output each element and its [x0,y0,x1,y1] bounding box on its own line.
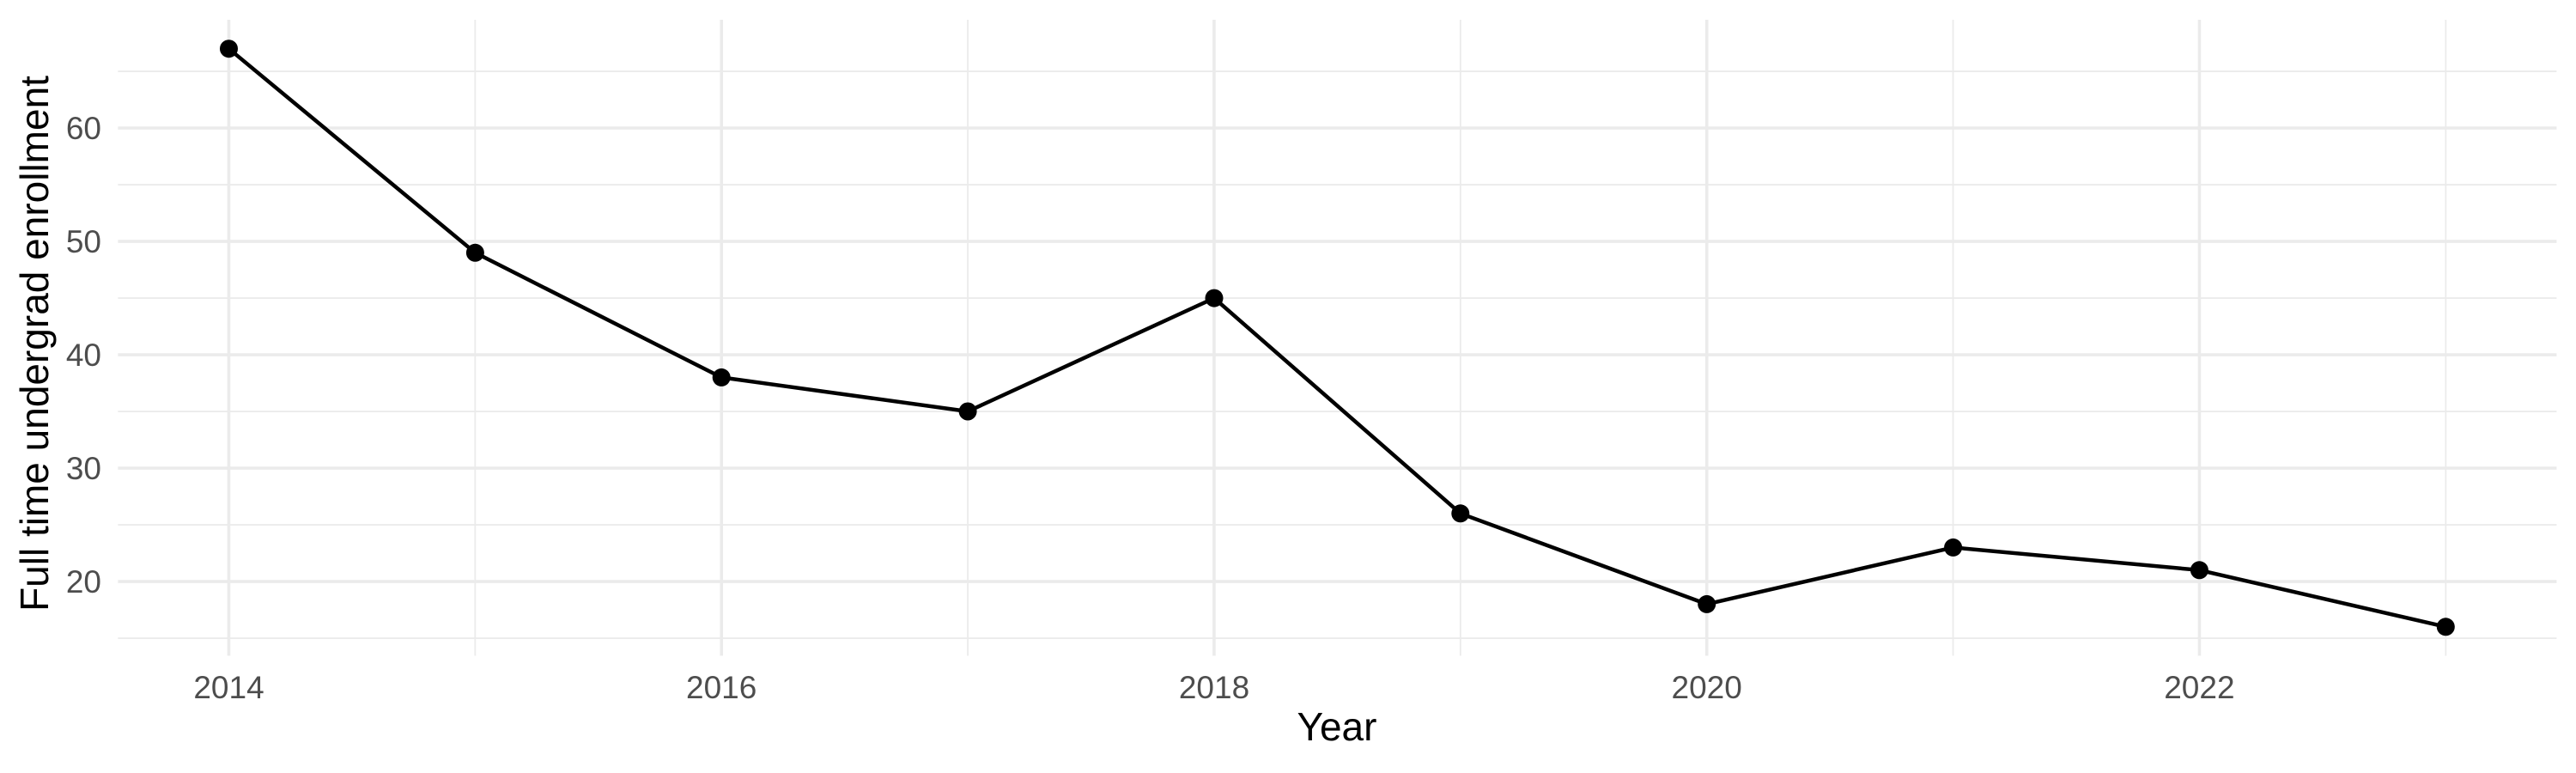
x-axis-title: Year [1297,704,1377,749]
x-tick-label-2020: 2020 [1672,670,1742,705]
enrollment-trend-line [227,46,2448,630]
data-point-2021 [1944,538,1963,557]
enrollment-series [220,40,2455,636]
data-point-2018 [1205,289,1224,307]
y-tick-label-60: 60 [66,111,101,146]
data-point-2016 [712,368,731,386]
x-tick-label-2018: 2018 [1179,670,1249,705]
y-tick-label-50: 50 [66,224,101,259]
y-tick-label-20: 20 [66,564,101,600]
y-tick-label-30: 30 [66,451,101,486]
data-point-2020 [1698,594,1716,613]
data-point-2023 [2436,618,2455,636]
data-point-2014 [220,40,238,58]
data-point-2017 [958,402,977,421]
y-tick-label-40: 40 [66,338,101,373]
axis-tick-labels: 20 30 40 50 60 2014 2016 2018 2020 2022 [66,111,2235,705]
gridlines-major [118,20,2557,656]
data-point-2019 [1451,504,1470,523]
data-point-2022 [2190,561,2208,580]
data-point-2015 [465,243,484,262]
x-tick-label-2016: 2016 [686,670,756,705]
gridlines-minor [118,20,2557,656]
y-axis-title: Full time undergrad enrollment [12,76,57,612]
x-tick-label-2014: 2014 [193,670,264,705]
x-tick-label-2022: 2022 [2164,670,2234,705]
